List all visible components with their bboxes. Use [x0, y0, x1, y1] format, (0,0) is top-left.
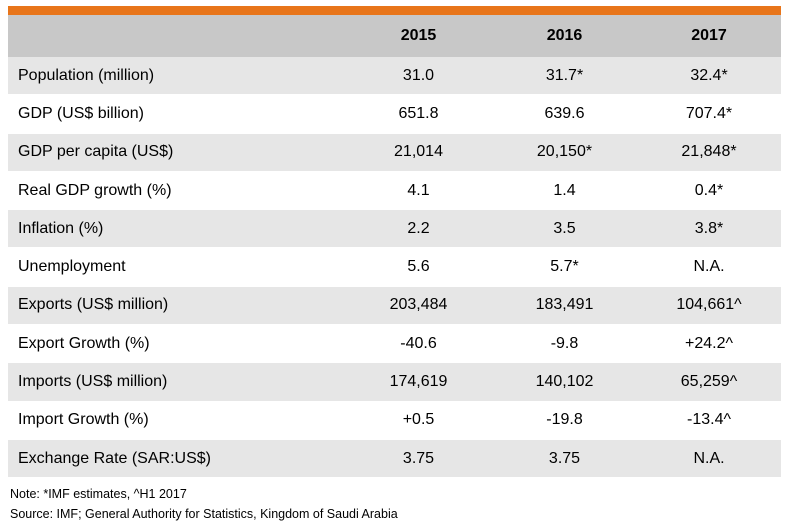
cell-2016: 31.7* — [545, 66, 584, 84]
row-label: Exchange Rate (SAR:US$) — [18, 449, 211, 467]
row-label: Import Growth (%) — [18, 411, 149, 429]
cell-2015: 4.1 — [407, 181, 430, 199]
cell-2016: 3.5 — [553, 219, 576, 237]
row-label: GDP per capita (US$) — [18, 143, 174, 161]
accent-bar — [8, 6, 781, 15]
table-row: Imports (US$ million) 174,619 140,102 65… — [8, 363, 781, 402]
cell-2017: N.A. — [693, 258, 725, 276]
row-label: Exports (US$ million) — [18, 296, 169, 314]
table-header-row: 2015 2016 2017 — [8, 15, 781, 57]
row-label: Inflation (%) — [18, 219, 104, 237]
cell-2015: 651.8 — [398, 104, 439, 122]
table-row: Real GDP growth (%) 4.1 1.4 0.4* — [8, 171, 781, 211]
cell-2016: -9.8 — [550, 334, 579, 352]
cell-2017: 65,259^ — [680, 373, 738, 391]
table-row: Exchange Rate (SAR:US$) 3.75 3.75 N.A. — [8, 439, 781, 479]
table-row: Export Growth (%) -40.6 -9.8 +24.2^ — [8, 325, 781, 364]
cell-2015: 174,619 — [389, 373, 448, 391]
cell-2015: 31.0 — [402, 66, 435, 84]
row-label: Imports (US$ million) — [18, 373, 168, 391]
row-label: GDP (US$ billion) — [18, 104, 144, 122]
cell-2016: 140,102 — [535, 373, 594, 391]
table-notes: Note: *IMF estimates, ^H1 2017 Source: I… — [10, 484, 398, 524]
cell-2016: -19.8 — [546, 411, 583, 429]
cell-2015: 203,484 — [389, 296, 448, 314]
row-label: Export Growth (%) — [18, 334, 150, 352]
economic-indicators-table: 2015 2016 2017 Population (million) 31.0… — [8, 6, 781, 479]
note-text: Note: *IMF estimates, ^H1 2017 — [10, 487, 187, 501]
table-row: Exports (US$ million) 203,484 183,491 10… — [8, 286, 781, 326]
row-label: Real GDP growth (%) — [18, 181, 172, 199]
header-cell-2017: 2017 — [691, 27, 727, 44]
table-row: GDP per capita (US$) 21,014 20,150* 21,8… — [8, 133, 781, 172]
cell-2017: 707.4* — [685, 104, 733, 122]
source-text: Source: IMF; General Authority for Stati… — [10, 507, 398, 521]
table-row: GDP (US$ billion) 651.8 639.6 707.4* — [8, 95, 781, 134]
cell-2015: 5.6 — [407, 258, 430, 276]
cell-2017: 0.4* — [694, 181, 724, 199]
cell-2016: 20,150* — [536, 143, 593, 161]
cell-2016: 1.4 — [553, 181, 576, 199]
row-label: Population (million) — [18, 66, 155, 84]
cell-2015: -40.6 — [400, 334, 437, 352]
table-row: Unemployment 5.6 5.7* N.A. — [8, 248, 781, 287]
cell-2017: +24.2^ — [685, 334, 733, 352]
row-label: Unemployment — [18, 258, 126, 276]
cell-2015: 2.2 — [407, 219, 430, 237]
cell-2017: -13.4^ — [687, 411, 731, 429]
cell-2017: 21,848* — [681, 143, 737, 161]
cell-2017: 104,661^ — [676, 296, 742, 314]
cell-2016: 183,491 — [535, 296, 594, 314]
cell-2016: 5.7* — [550, 258, 579, 276]
cell-2017: N.A. — [693, 449, 725, 467]
header-cell-2015: 2015 — [400, 27, 437, 44]
header-cell-2016: 2016 — [546, 27, 583, 44]
cell-2017: 3.8* — [694, 219, 724, 237]
cell-2016: 3.75 — [548, 449, 581, 467]
cell-2015: 21,014 — [394, 143, 443, 161]
table-row: Import Growth (%) +0.5 -19.8 -13.4^ — [8, 401, 781, 440]
table-row: Population (million) 31.0 31.7* 32.4* — [8, 57, 781, 96]
cell-2017: 32.4* — [690, 66, 728, 84]
table-row: Inflation (%) 2.2 3.5 3.8* — [8, 210, 781, 249]
cell-2015: +0.5 — [402, 411, 435, 429]
cell-2015: 3.75 — [402, 449, 435, 467]
cell-2016: 639.6 — [544, 104, 585, 122]
